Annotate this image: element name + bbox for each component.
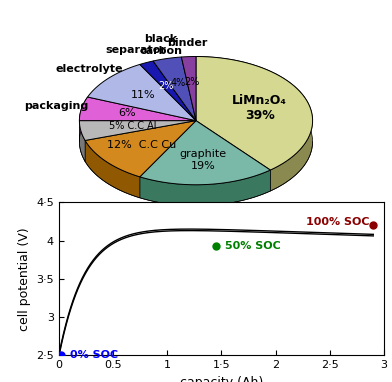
Text: binder: binder bbox=[167, 37, 207, 47]
Polygon shape bbox=[181, 57, 196, 121]
Polygon shape bbox=[140, 61, 196, 121]
Polygon shape bbox=[153, 57, 196, 121]
Polygon shape bbox=[85, 121, 196, 177]
Polygon shape bbox=[85, 141, 140, 198]
Text: 50% SOC: 50% SOC bbox=[225, 241, 281, 251]
Text: 6%: 6% bbox=[118, 108, 136, 118]
Text: 11%: 11% bbox=[131, 90, 156, 100]
Polygon shape bbox=[80, 121, 85, 162]
Text: LiMn₂O₄
39%: LiMn₂O₄ 39% bbox=[232, 94, 287, 122]
Polygon shape bbox=[140, 170, 270, 206]
Text: electrolyte: electrolyte bbox=[56, 64, 123, 74]
Polygon shape bbox=[140, 121, 270, 185]
Polygon shape bbox=[80, 121, 196, 141]
Y-axis label: cell potential (V): cell potential (V) bbox=[18, 227, 31, 331]
Text: 0% SOC: 0% SOC bbox=[70, 350, 118, 360]
Text: 2%: 2% bbox=[184, 77, 199, 87]
Text: 100% SOC: 100% SOC bbox=[306, 217, 370, 227]
Text: black
carbon: black carbon bbox=[139, 34, 182, 56]
Text: packaging: packaging bbox=[24, 101, 88, 111]
Polygon shape bbox=[196, 57, 312, 191]
Text: 2%: 2% bbox=[158, 81, 174, 91]
X-axis label: capacity (Ah): capacity (Ah) bbox=[180, 376, 263, 382]
Text: 4%: 4% bbox=[171, 78, 186, 88]
Text: separator: separator bbox=[105, 45, 166, 55]
Text: 12%  C.C Cu: 12% C.C Cu bbox=[107, 140, 177, 150]
Polygon shape bbox=[87, 65, 196, 121]
Text: 5% C.C Al: 5% C.C Al bbox=[109, 121, 156, 131]
Text: graphite
19%: graphite 19% bbox=[179, 149, 226, 171]
Polygon shape bbox=[80, 97, 87, 142]
Polygon shape bbox=[196, 57, 312, 170]
Polygon shape bbox=[80, 97, 196, 121]
